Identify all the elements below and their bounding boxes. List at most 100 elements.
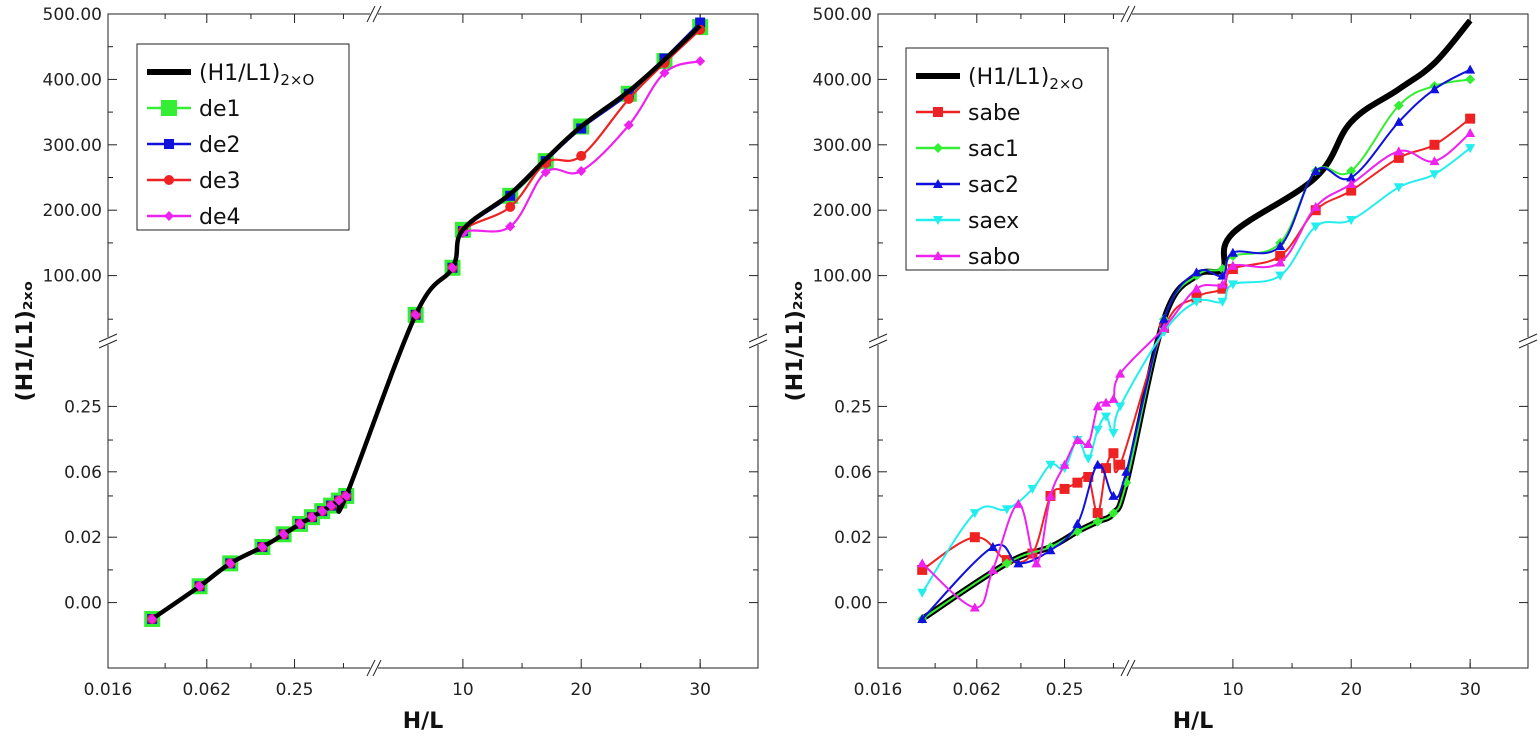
series-point-de4: [278, 529, 289, 540]
axis-break-gap: [99, 337, 117, 345]
series-point-sac2: [1429, 84, 1440, 94]
series-point-de4: [341, 490, 352, 501]
legend-label-text: (H1/L1): [199, 61, 280, 86]
y-tick-label: 0.06: [834, 463, 872, 483]
series-point-sabe: [1429, 139, 1440, 150]
x-axis-label: H/L: [403, 709, 443, 734]
reference-line: [150, 24, 702, 621]
series-point-de3: [505, 201, 516, 212]
axis-break-mark: [1126, 5, 1136, 23]
series-point-sabo: [1191, 283, 1202, 293]
series-point-de3: [623, 94, 634, 105]
series-point-saex: [1101, 412, 1112, 422]
series-point-saex: [1083, 454, 1094, 464]
legend-label: de2: [199, 133, 241, 158]
series-point-sabo: [1465, 128, 1476, 138]
x-tick-label: 0.062: [182, 680, 231, 700]
series-point-sac1: [1465, 74, 1476, 85]
series-point-sabo: [1101, 397, 1112, 407]
series-point-de4: [326, 500, 337, 511]
series-point-saex: [1227, 280, 1238, 290]
legend-label: (H1/L1)2×O: [199, 61, 314, 89]
series-point-sabo: [1083, 439, 1094, 449]
series-point-sac2: [1393, 116, 1404, 126]
axis-break-mark: [1120, 5, 1130, 23]
legend-label: de3: [199, 169, 241, 194]
series-point-de4: [623, 120, 634, 131]
series-point-sac2: [1275, 241, 1286, 251]
series-point-de4: [334, 495, 345, 506]
series-point-sac1: [1393, 100, 1404, 111]
series-point-sac2: [1159, 314, 1169, 324]
x-tick-label: 30: [689, 680, 711, 700]
series-point-sac2: [1045, 545, 1056, 555]
x-tick-label: 0.062: [952, 680, 1001, 700]
series-point-de4: [447, 262, 458, 273]
series-point-de4: [505, 221, 516, 232]
y-tick-label: 500.00: [43, 5, 102, 25]
series-point-saex: [917, 588, 928, 598]
series-point-sabo: [1072, 435, 1083, 445]
series-point-sac2: [987, 542, 998, 552]
series-point-de4: [576, 165, 587, 176]
series-point-sabo: [1393, 146, 1404, 156]
legend-label: de1: [199, 97, 241, 122]
axis-break-gap: [869, 337, 887, 345]
y-tick-label: 500.00: [813, 5, 872, 25]
series-point-de4: [194, 581, 205, 592]
legend-swatch-marker: [161, 100, 177, 116]
series-point-sabe: [917, 564, 928, 575]
axis-break-mark: [98, 333, 118, 343]
axis-break-mark: [372, 659, 382, 677]
series-point-sabe: [1191, 292, 1202, 303]
series-point-saex: [1092, 425, 1103, 435]
series-point-sabo: [1227, 260, 1238, 270]
series-point-saex: [1346, 216, 1357, 226]
series-point-de4: [225, 558, 236, 569]
legend-swatch-marker: [164, 139, 174, 149]
series-point-sabo: [1108, 393, 1119, 403]
x-tick-label: 10: [1222, 680, 1244, 700]
axis-break-gap: [1124, 5, 1132, 23]
y-tick-label: 200.00: [813, 201, 872, 221]
x-tick-label: 0.016: [854, 680, 903, 700]
series-point-de4: [540, 167, 551, 178]
series-point-sabe: [1275, 250, 1286, 261]
legend-swatch-marker: [933, 216, 943, 225]
series-point-sac2: [1013, 558, 1024, 568]
series-point-saex: [1393, 183, 1404, 193]
series-point-sabe: [1092, 508, 1103, 519]
axis-break-mark: [366, 659, 376, 677]
x-axis-label: H/L: [1173, 709, 1213, 734]
series-point-sabe: [1059, 483, 1070, 494]
legend-label: de4: [199, 205, 241, 230]
axis-break-mark: [1518, 333, 1538, 343]
series-point-sabo: [917, 558, 928, 568]
series-point-sac2: [1191, 267, 1202, 277]
series-line-sabe: [921, 117, 1471, 571]
legend-label-text: de4: [199, 205, 241, 230]
y-tick-label: 0.25: [834, 397, 872, 417]
series-point-sabe: [1393, 152, 1404, 163]
legend-swatch-marker: [164, 175, 174, 185]
y-tick-label: 0.02: [64, 528, 102, 548]
y-tick-label: 100.00: [43, 267, 102, 287]
legend-label-text: sabo: [968, 245, 1020, 270]
series-point-sac1: [1108, 508, 1119, 519]
series-point-sac2: [1092, 459, 1103, 469]
axis-break-gap: [1124, 659, 1132, 677]
series-point-sac2: [1465, 64, 1476, 74]
legend-swatch-marker: [933, 107, 943, 117]
legend-swatch-marker: [933, 251, 943, 260]
series-point-sabe: [1108, 448, 1119, 459]
legend-label-text: de3: [199, 169, 241, 194]
left-chart: 0.00 0.02 0.06 0.25 100.00 200.00 300.00 400.00…: [13, 5, 768, 734]
y-tick-label: 0.06: [64, 463, 102, 483]
legend: (H1/L1)2×O de1 de2 de3 de4: [136, 43, 350, 231]
series-point-de4: [257, 542, 268, 553]
series-point-sabo: [1217, 279, 1228, 289]
axis-break-mark: [868, 339, 888, 349]
legend-swatch-marker: [164, 211, 174, 221]
legend-label-text: (H1/L1): [968, 65, 1049, 90]
y-tick-label: 0.00: [834, 594, 872, 614]
